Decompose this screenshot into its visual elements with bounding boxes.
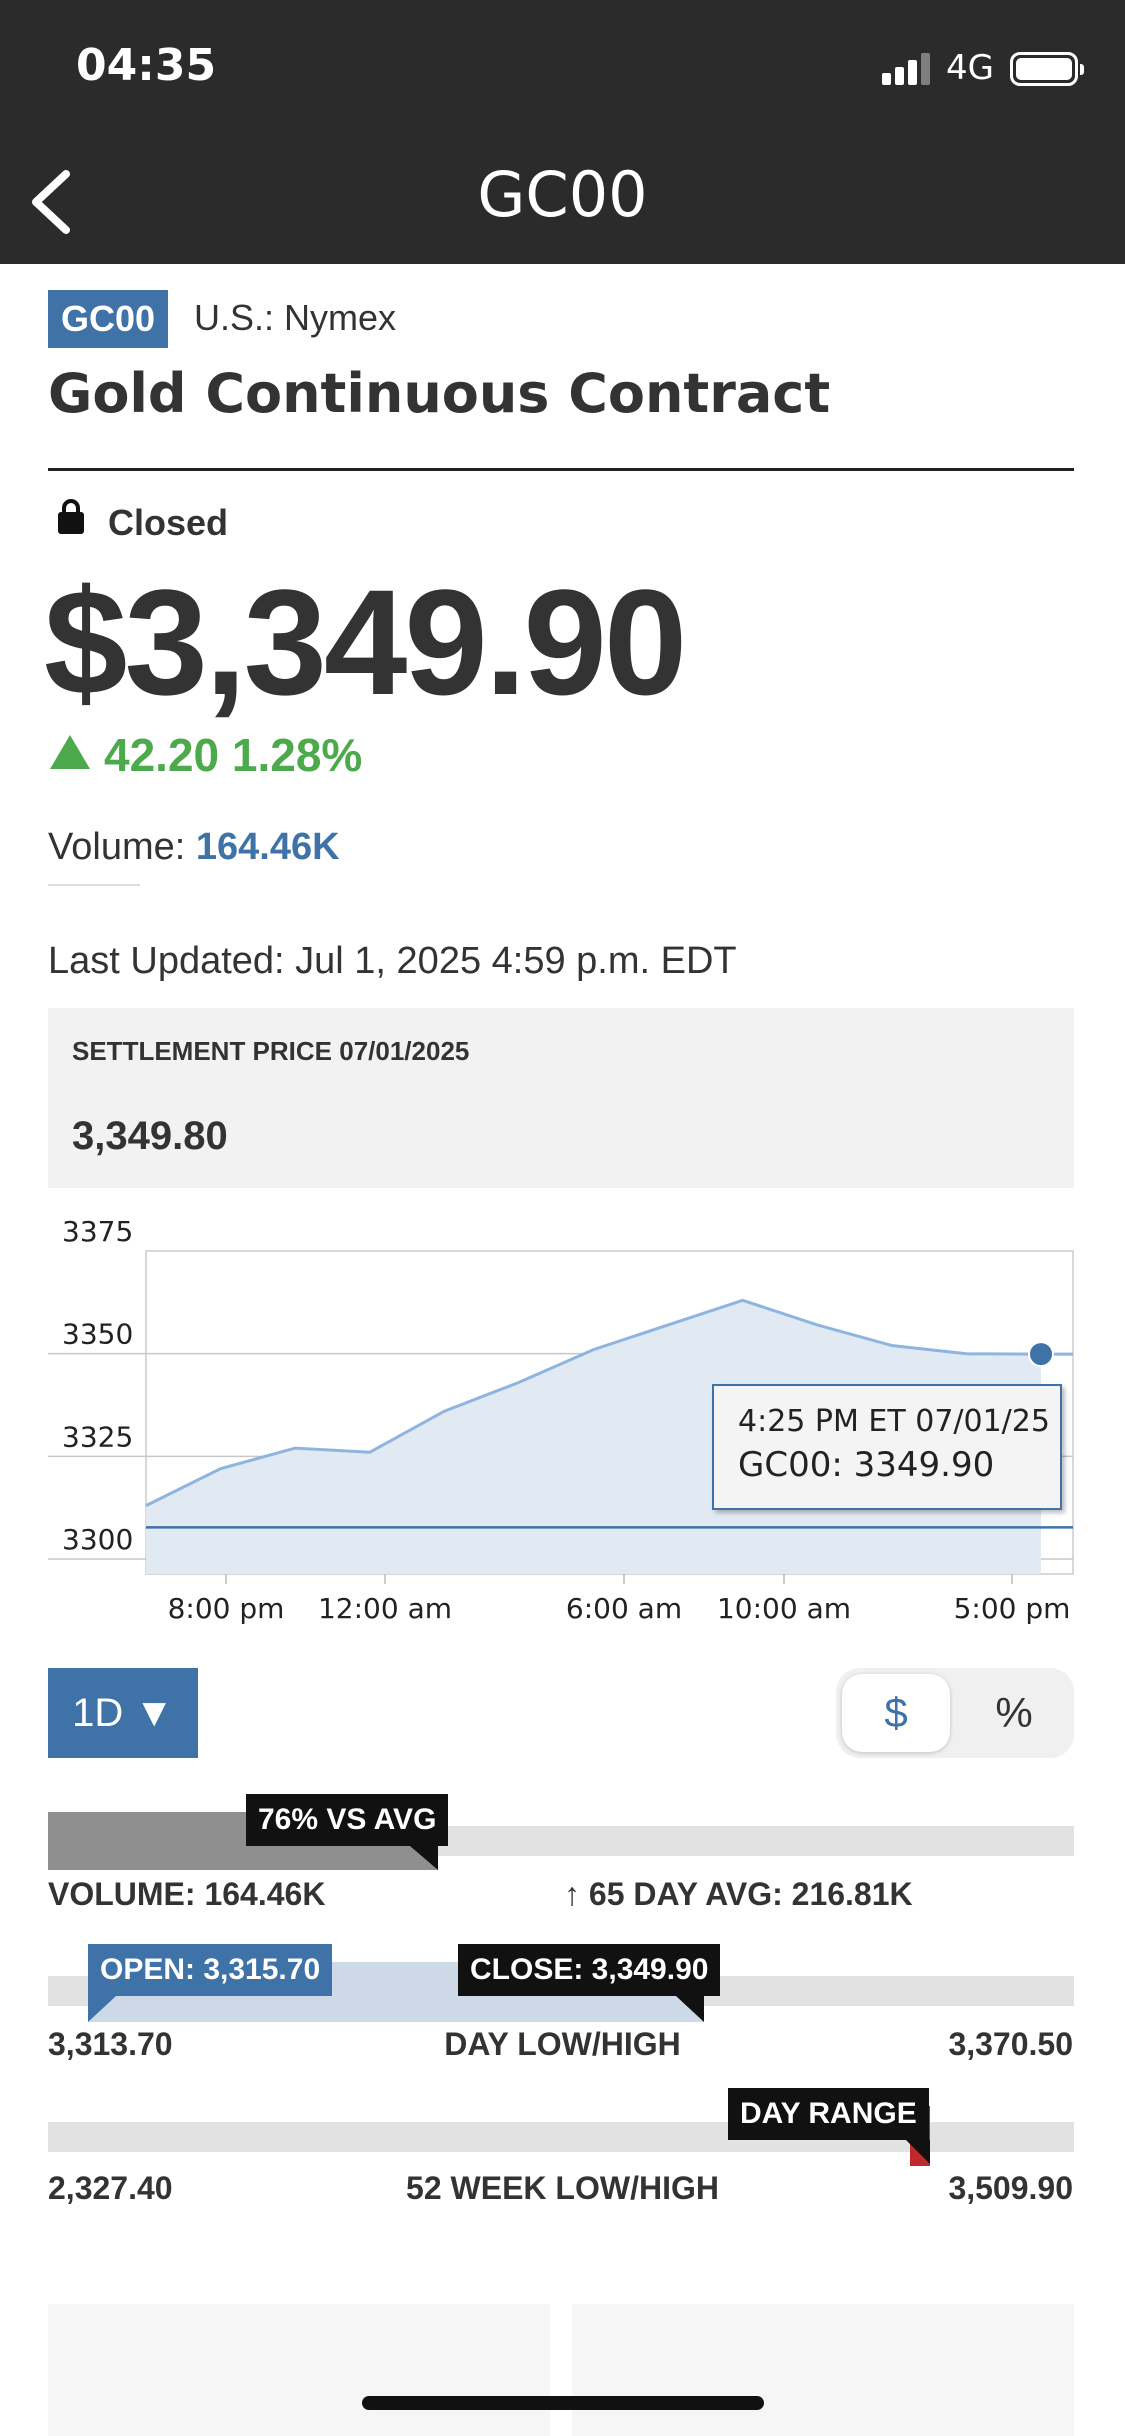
series-line bbox=[145, 1298, 1042, 1507]
open-flag: OPEN: 3,315.70 bbox=[88, 1944, 333, 1996]
toggle-dollar[interactable]: $ bbox=[842, 1674, 950, 1752]
day-high: 3,370.50 bbox=[948, 2026, 1073, 2062]
week52-low-high-label: 52 WEEK LOW/HIGH bbox=[406, 2170, 719, 2206]
home-indicator[interactable] bbox=[362, 2396, 764, 2410]
last-price: $3,349.90 bbox=[44, 558, 687, 726]
day-low: 3,313.70 bbox=[48, 2026, 173, 2062]
settlement-label: SETTLEMENT PRICE 07/01/2025 bbox=[72, 1036, 470, 1066]
x-tick-label: 6:00 am bbox=[566, 1592, 682, 1625]
chart-tooltip: 4:25 PM ET 07/01/25 GC00: 3349.90 bbox=[712, 1384, 1062, 1510]
change-percent: 1.28% bbox=[231, 729, 363, 781]
back-button[interactable] bbox=[22, 156, 102, 246]
tooltip-value: GC00: 3349.90 bbox=[738, 1445, 995, 1485]
market-state: Closed bbox=[108, 502, 229, 543]
settlement-value: 3,349.80 bbox=[72, 1114, 228, 1158]
settlement-box: SETTLEMENT PRICE 07/01/2025 3,349.80 bbox=[48, 1008, 1074, 1188]
y-tick-label: 3300 bbox=[62, 1523, 133, 1556]
toggle-percent[interactable]: % bbox=[995, 1689, 1033, 1736]
nav-title: GC00 bbox=[477, 158, 648, 231]
volume-underline bbox=[48, 884, 140, 886]
hover-point bbox=[1028, 1341, 1054, 1368]
week52-low: 2,327.40 bbox=[48, 2170, 173, 2206]
bottom-card-left[interactable] bbox=[48, 2304, 550, 2436]
avg-volume-label: ↑ 65 DAY AVG: 216.81K bbox=[564, 1876, 913, 1912]
close-flag: CLOSE: 3,349.90 bbox=[458, 1944, 721, 1996]
nav-bar: GC00 bbox=[0, 136, 1125, 264]
x-tick-label: 12:00 am bbox=[318, 1592, 452, 1625]
divider bbox=[48, 468, 1074, 471]
bottom-card-right[interactable] bbox=[572, 2304, 1074, 2436]
open-flag-tail bbox=[88, 1996, 116, 2022]
units-toggle[interactable]: $ % bbox=[836, 1668, 1074, 1758]
lock-icon bbox=[58, 499, 84, 534]
chevron-left-icon bbox=[32, 170, 70, 234]
week52-high: 3,509.90 bbox=[948, 2170, 1073, 2206]
volume-label: Volume: bbox=[48, 826, 196, 868]
status-time: 04:35 bbox=[76, 40, 217, 91]
day-low-high-label: DAY LOW/HIGH bbox=[444, 2026, 681, 2062]
exchange-label: U.S.: Nymex bbox=[194, 297, 397, 338]
close-flag-tail bbox=[676, 1996, 704, 2022]
status-bar: 04:35 4G bbox=[0, 0, 1125, 136]
price-change: 42.20 1.28% bbox=[50, 728, 362, 782]
flag-tail bbox=[410, 1846, 438, 1870]
x-tick-label: 5:00 pm bbox=[954, 1592, 1071, 1625]
network-type: 4G bbox=[946, 48, 994, 88]
y-tick-label: 3350 bbox=[62, 1318, 133, 1351]
up-arrow-icon bbox=[50, 735, 90, 769]
battery-icon bbox=[1010, 52, 1084, 86]
volume: Volume: 164.46K bbox=[48, 826, 340, 869]
day-range-flag: DAY RANGE bbox=[728, 2088, 929, 2140]
last-updated: Last Updated: Jul 1, 2025 4:59 p.m. EDT bbox=[48, 940, 737, 982]
x-tick-label: 10:00 am bbox=[717, 1592, 851, 1625]
range-dropdown[interactable]: 1D ▼ bbox=[48, 1668, 198, 1758]
y-tick-label: 3325 bbox=[62, 1420, 133, 1453]
y-tick-label: 3375 bbox=[62, 1215, 133, 1248]
range-flag-tail bbox=[906, 2140, 930, 2164]
change-value: 42.20 bbox=[104, 729, 220, 781]
volume-label: VOLUME: 164.46K bbox=[48, 1876, 326, 1912]
tooltip-time: 4:25 PM ET 07/01/25 bbox=[738, 1404, 1050, 1439]
signal-icon bbox=[882, 53, 932, 85]
instrument-name: Gold Continuous Contract bbox=[48, 362, 831, 425]
ticker-badge: GC00 bbox=[48, 290, 169, 348]
volume-vs-avg-flag: 76% VS AVG bbox=[246, 1794, 449, 1846]
volume-value: 164.46K bbox=[195, 826, 340, 868]
x-tick-label: 8:00 pm bbox=[168, 1592, 285, 1625]
